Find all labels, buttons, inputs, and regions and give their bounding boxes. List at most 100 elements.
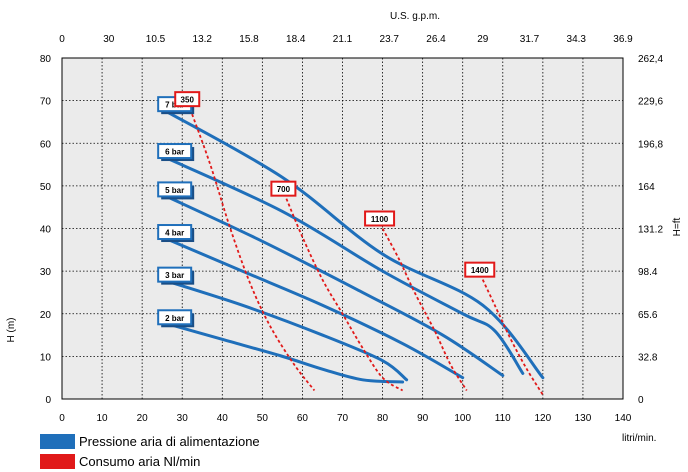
x-tick-label: 110: [495, 413, 511, 424]
top-tick-label: 30: [103, 34, 115, 45]
legend-item-air: Consumo aria Nl/min: [40, 451, 260, 471]
pressure-line-5-bar: [160, 192, 505, 378]
legend: Pressione aria di alimentazione Consumo …: [40, 431, 260, 471]
x-tick-label: 60: [297, 413, 309, 424]
right-tick-label: 229,6: [638, 97, 663, 108]
x-tick-label: 20: [137, 413, 149, 424]
right-tick-label: 0: [638, 395, 644, 406]
pressure-lines: [160, 107, 545, 384]
x-tick-label: 40: [217, 413, 229, 424]
pressure-badge-label: 5 bar: [165, 186, 184, 195]
pressure-badge-4-bar: 4 bar: [157, 224, 195, 243]
x-tick-label: 10: [97, 413, 109, 424]
left-axis-title: H (m): [6, 318, 17, 343]
top-tick-label: 21.1: [333, 34, 353, 45]
pressure-line-6-bar: [160, 154, 525, 375]
x-tick-label: 30: [177, 413, 189, 424]
pressure-badge-box: [157, 309, 193, 326]
right-tick-label: 131.2: [638, 225, 663, 236]
top-axis-title: U.S. g.p.m.: [390, 11, 440, 22]
top-tick-label: 29: [477, 34, 489, 45]
y-tick-label: 80: [40, 54, 52, 65]
legend-label-pressure: Pressione aria di alimentazione: [79, 433, 260, 449]
top-tick-label: 36.9: [613, 34, 633, 45]
top-tick-label: 15.8: [239, 34, 259, 45]
right-tick-label: 164: [638, 182, 655, 193]
pressure-line-3-bar: [160, 278, 409, 382]
right-tick-label: 98.4: [638, 267, 658, 278]
air-line-1100: [381, 228, 468, 391]
x-tick-label: 130: [575, 413, 592, 424]
top-tick-label: 13.2: [193, 34, 213, 45]
x-tick-label: 50: [257, 413, 269, 424]
top-tick-label: 34.3: [567, 34, 587, 45]
air-line-350: [189, 108, 316, 392]
axis-ticks: 0 10 20 30 40 50 60 70 80 90 100 110 120 130 140010203…: [40, 34, 664, 424]
air-badge-label: 1100: [371, 215, 389, 224]
pressure-badge-label: 4 bar: [165, 229, 184, 238]
pressure-badge-box: [157, 224, 193, 241]
air-consumption-lines: [189, 108, 544, 396]
air-badge-box: [174, 91, 201, 108]
plot-frame: [61, 57, 624, 400]
y-tick-label: 40: [40, 225, 52, 236]
y-tick-label: 10: [40, 352, 52, 363]
x-tick-label: 100: [454, 413, 471, 424]
air-badge-label: 1400: [471, 266, 489, 275]
right-tick-label: 262,4: [638, 54, 663, 65]
top-tick-label: 18.4: [286, 34, 306, 45]
x-tick-label: 70: [337, 413, 349, 424]
y-tick-label: 70: [40, 97, 52, 108]
bottom-axis-unit: litri/min.: [622, 433, 657, 444]
top-tick-label: 0: [59, 34, 65, 45]
air-badge-1100: 1100: [364, 210, 396, 227]
legend-swatch-air: [40, 453, 75, 469]
y-tick-label: 0: [45, 395, 51, 406]
top-tick-label: 26.4: [426, 34, 446, 45]
air-badge-box: [364, 210, 396, 227]
pressure-badge-2-bar: 2 bar: [157, 309, 195, 328]
air-badge-label: 700: [277, 185, 291, 194]
pressure-badge-label: 3 bar: [165, 271, 184, 280]
legend-item-pressure: Pressione aria di alimentazione: [40, 431, 260, 451]
x-tick-label: 80: [377, 413, 389, 424]
x-tick-label: 120: [535, 413, 552, 424]
air-badge-1400: 1400: [464, 261, 496, 278]
pressure-badge-5-bar: 5 bar: [157, 181, 195, 200]
pressure-badge-label: 2 bar: [165, 314, 184, 323]
legend-label-air: Consumo aria Nl/min: [79, 453, 201, 469]
right-axis-title: H=ft: [672, 217, 683, 236]
x-tick-label: 140: [615, 413, 632, 424]
y-tick-label: 30: [40, 267, 52, 278]
top-tick-label: 10.5: [146, 34, 166, 45]
air-badge-350: 350: [174, 91, 201, 108]
right-tick-label: 196,8: [638, 139, 663, 150]
pressure-badge-6-bar: 6 bar: [157, 143, 195, 162]
pressure-badge-box: [157, 181, 193, 198]
right-tick-label: 32.8: [638, 352, 658, 363]
legend-swatch-pressure: [40, 433, 75, 449]
x-tick-label: 0: [59, 413, 65, 424]
air-badge-box: [464, 261, 496, 278]
air-badge-label: 350: [181, 96, 195, 105]
right-tick-label: 65.6: [638, 310, 658, 321]
pressure-line-4-bar: [160, 235, 465, 380]
y-tick-label: 60: [40, 139, 52, 150]
pressure-line-7-bar: [160, 107, 545, 380]
pressure-badge-box: [157, 266, 193, 283]
pressure-badge-label: 6 bar: [165, 148, 184, 157]
air-line-1400: [481, 279, 544, 396]
top-tick-label: 31.7: [520, 34, 540, 45]
y-tick-label: 20: [40, 310, 52, 321]
x-tick-label: 90: [417, 413, 429, 424]
air-badge-700: 700: [270, 180, 297, 197]
air-line-700: [285, 198, 404, 392]
pressure-badge-3-bar: 3 bar: [157, 266, 195, 285]
pressure-badge-box: [157, 143, 193, 160]
pressure-line-2-bar: [160, 320, 405, 384]
top-tick-label: 23.7: [380, 34, 400, 45]
y-tick-label: 50: [40, 182, 52, 193]
air-badge-box: [270, 180, 297, 197]
